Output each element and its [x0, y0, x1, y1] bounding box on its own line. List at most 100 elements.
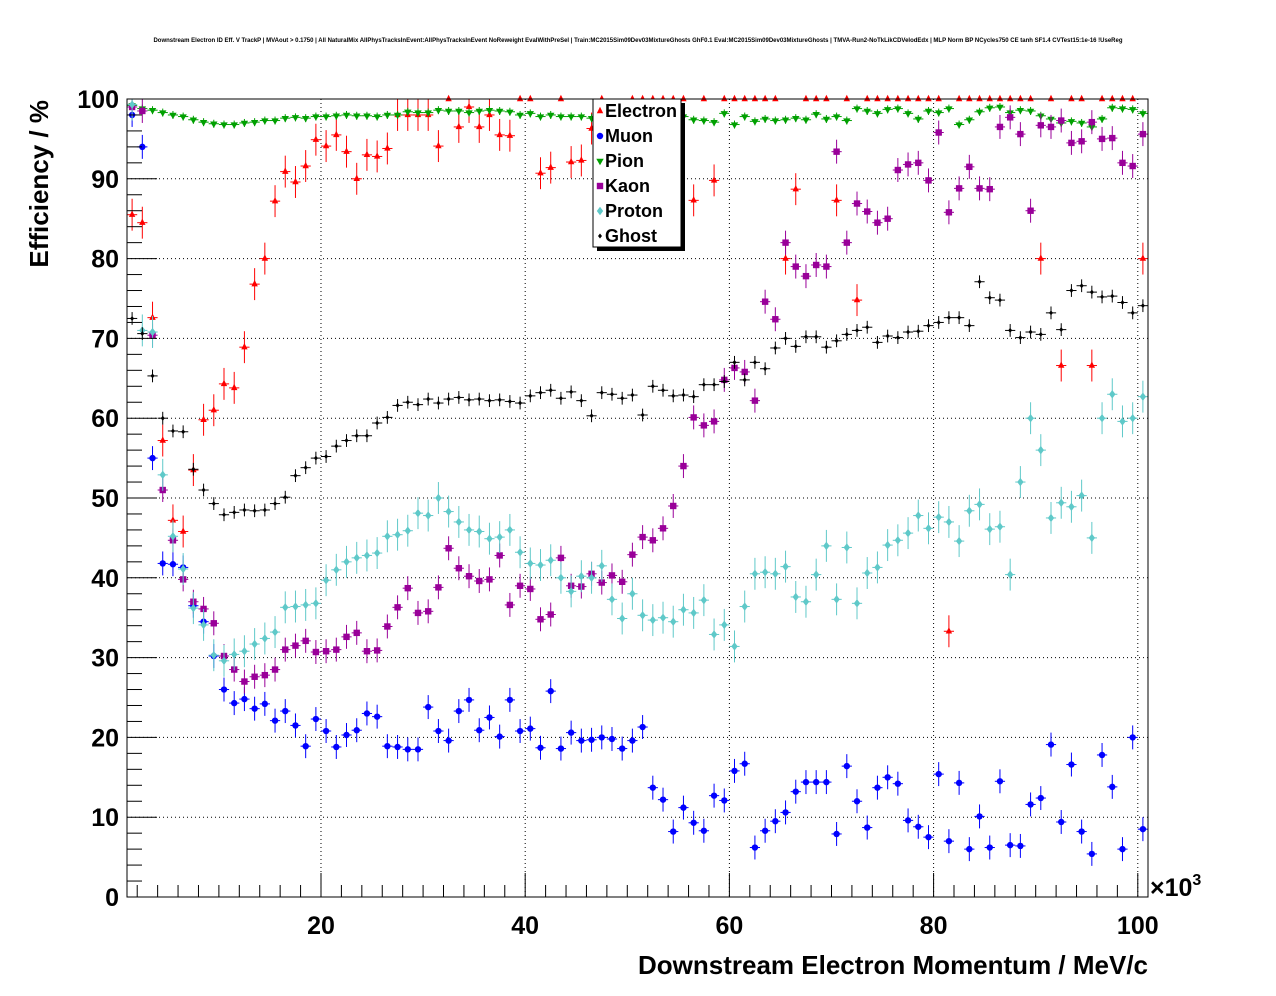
y-tick-label: 0	[105, 884, 119, 912]
ghost-point	[926, 323, 931, 329]
pion-point	[312, 114, 320, 121]
muon-point	[670, 828, 677, 835]
legend-label-proton: Proton	[605, 201, 663, 221]
pion-point	[802, 117, 810, 124]
electron-point	[761, 94, 769, 102]
kaon-point	[772, 316, 779, 323]
proton-point	[404, 526, 411, 535]
muon-point	[833, 830, 840, 838]
ghost-point	[405, 399, 410, 405]
ghost-point	[262, 507, 267, 513]
y-tick-label: 50	[91, 485, 119, 513]
ghost-point	[1059, 327, 1064, 333]
proton-point	[1017, 477, 1024, 487]
proton-point	[373, 548, 381, 558]
x-tick-label: 20	[307, 912, 335, 940]
ghost-point	[916, 328, 921, 334]
proton-point	[149, 327, 156, 337]
muon-point	[598, 734, 605, 741]
pion-point	[301, 115, 310, 123]
muon-point	[251, 705, 258, 712]
y-tick-label: 30	[91, 645, 119, 673]
proton-point	[424, 511, 432, 520]
pion-point	[414, 110, 422, 117]
chart-title: Downstream Electron ID Eff. V TrackP | M…	[153, 38, 1122, 44]
proton-point	[935, 512, 942, 522]
muon-point	[312, 715, 320, 723]
electron-point	[210, 406, 217, 413]
proton-point	[792, 592, 799, 602]
muon-point	[772, 817, 779, 825]
proton-point	[578, 572, 585, 581]
grid-lines	[127, 99, 1148, 897]
proton-point	[445, 507, 452, 516]
electron-point	[537, 169, 544, 176]
series-ghost	[127, 275, 1148, 522]
electron-point	[476, 122, 483, 130]
ghost-point	[957, 315, 962, 321]
kaon-point	[874, 219, 881, 226]
ghost-point	[221, 512, 226, 518]
proton-point	[588, 573, 595, 582]
ghost-point	[793, 343, 798, 349]
ghost-point	[824, 344, 829, 350]
muon-point	[241, 695, 248, 703]
pion-point	[986, 105, 994, 112]
proton-point	[1119, 417, 1126, 426]
proton-point	[414, 508, 422, 518]
kaon-point	[292, 642, 299, 649]
ghost-point	[609, 391, 614, 397]
muon-point	[424, 703, 432, 711]
muon-point	[721, 797, 728, 804]
ghost-point	[211, 501, 216, 507]
electron-point	[904, 94, 912, 102]
muon-point	[516, 727, 524, 735]
electron-point	[363, 150, 371, 158]
electron-point	[823, 94, 830, 102]
electron-point	[322, 141, 330, 149]
proton-point	[567, 587, 575, 596]
muon-point	[292, 722, 299, 729]
ghost-point	[1018, 335, 1023, 341]
pion-point	[1016, 107, 1025, 115]
proton-point	[721, 620, 728, 630]
y-tick-label: 40	[91, 565, 119, 593]
muon-point	[1006, 841, 1014, 849]
muon-point	[506, 696, 514, 704]
kaon-point	[792, 263, 799, 270]
kaon-point	[976, 185, 983, 192]
ghost-point	[1038, 331, 1043, 337]
electron-point	[1017, 94, 1024, 102]
legend-marker-proton	[596, 206, 604, 216]
y-tick-label: 60	[91, 405, 119, 433]
ghost-point	[1130, 310, 1135, 316]
kaon-point	[670, 502, 677, 510]
kaon-point	[1017, 130, 1024, 138]
ghost-point	[1008, 327, 1013, 333]
pion-point	[261, 118, 269, 125]
muon-point	[578, 737, 585, 744]
electron-point	[292, 177, 299, 185]
electron-point	[741, 94, 748, 102]
muon-point	[649, 784, 657, 791]
proton-point	[670, 617, 677, 626]
electron-point	[343, 147, 350, 154]
electron-point	[680, 94, 687, 102]
pion-point	[904, 111, 912, 118]
kaon-point	[649, 537, 657, 544]
electron-point	[884, 94, 891, 102]
proton-point	[1139, 392, 1147, 401]
proton-point	[251, 639, 258, 649]
electron-point	[751, 94, 759, 102]
x-axis-title: Downstream Electron Momentum / MeV/c	[638, 950, 1148, 980]
pion-point	[250, 119, 259, 127]
proton-point	[710, 630, 718, 639]
muon-point	[384, 742, 391, 750]
ghost-point	[967, 323, 972, 329]
muon-point	[904, 817, 912, 824]
proton-point	[210, 651, 217, 660]
muon-point	[976, 813, 983, 820]
muon-point	[659, 796, 667, 803]
ghost-point	[201, 487, 206, 493]
